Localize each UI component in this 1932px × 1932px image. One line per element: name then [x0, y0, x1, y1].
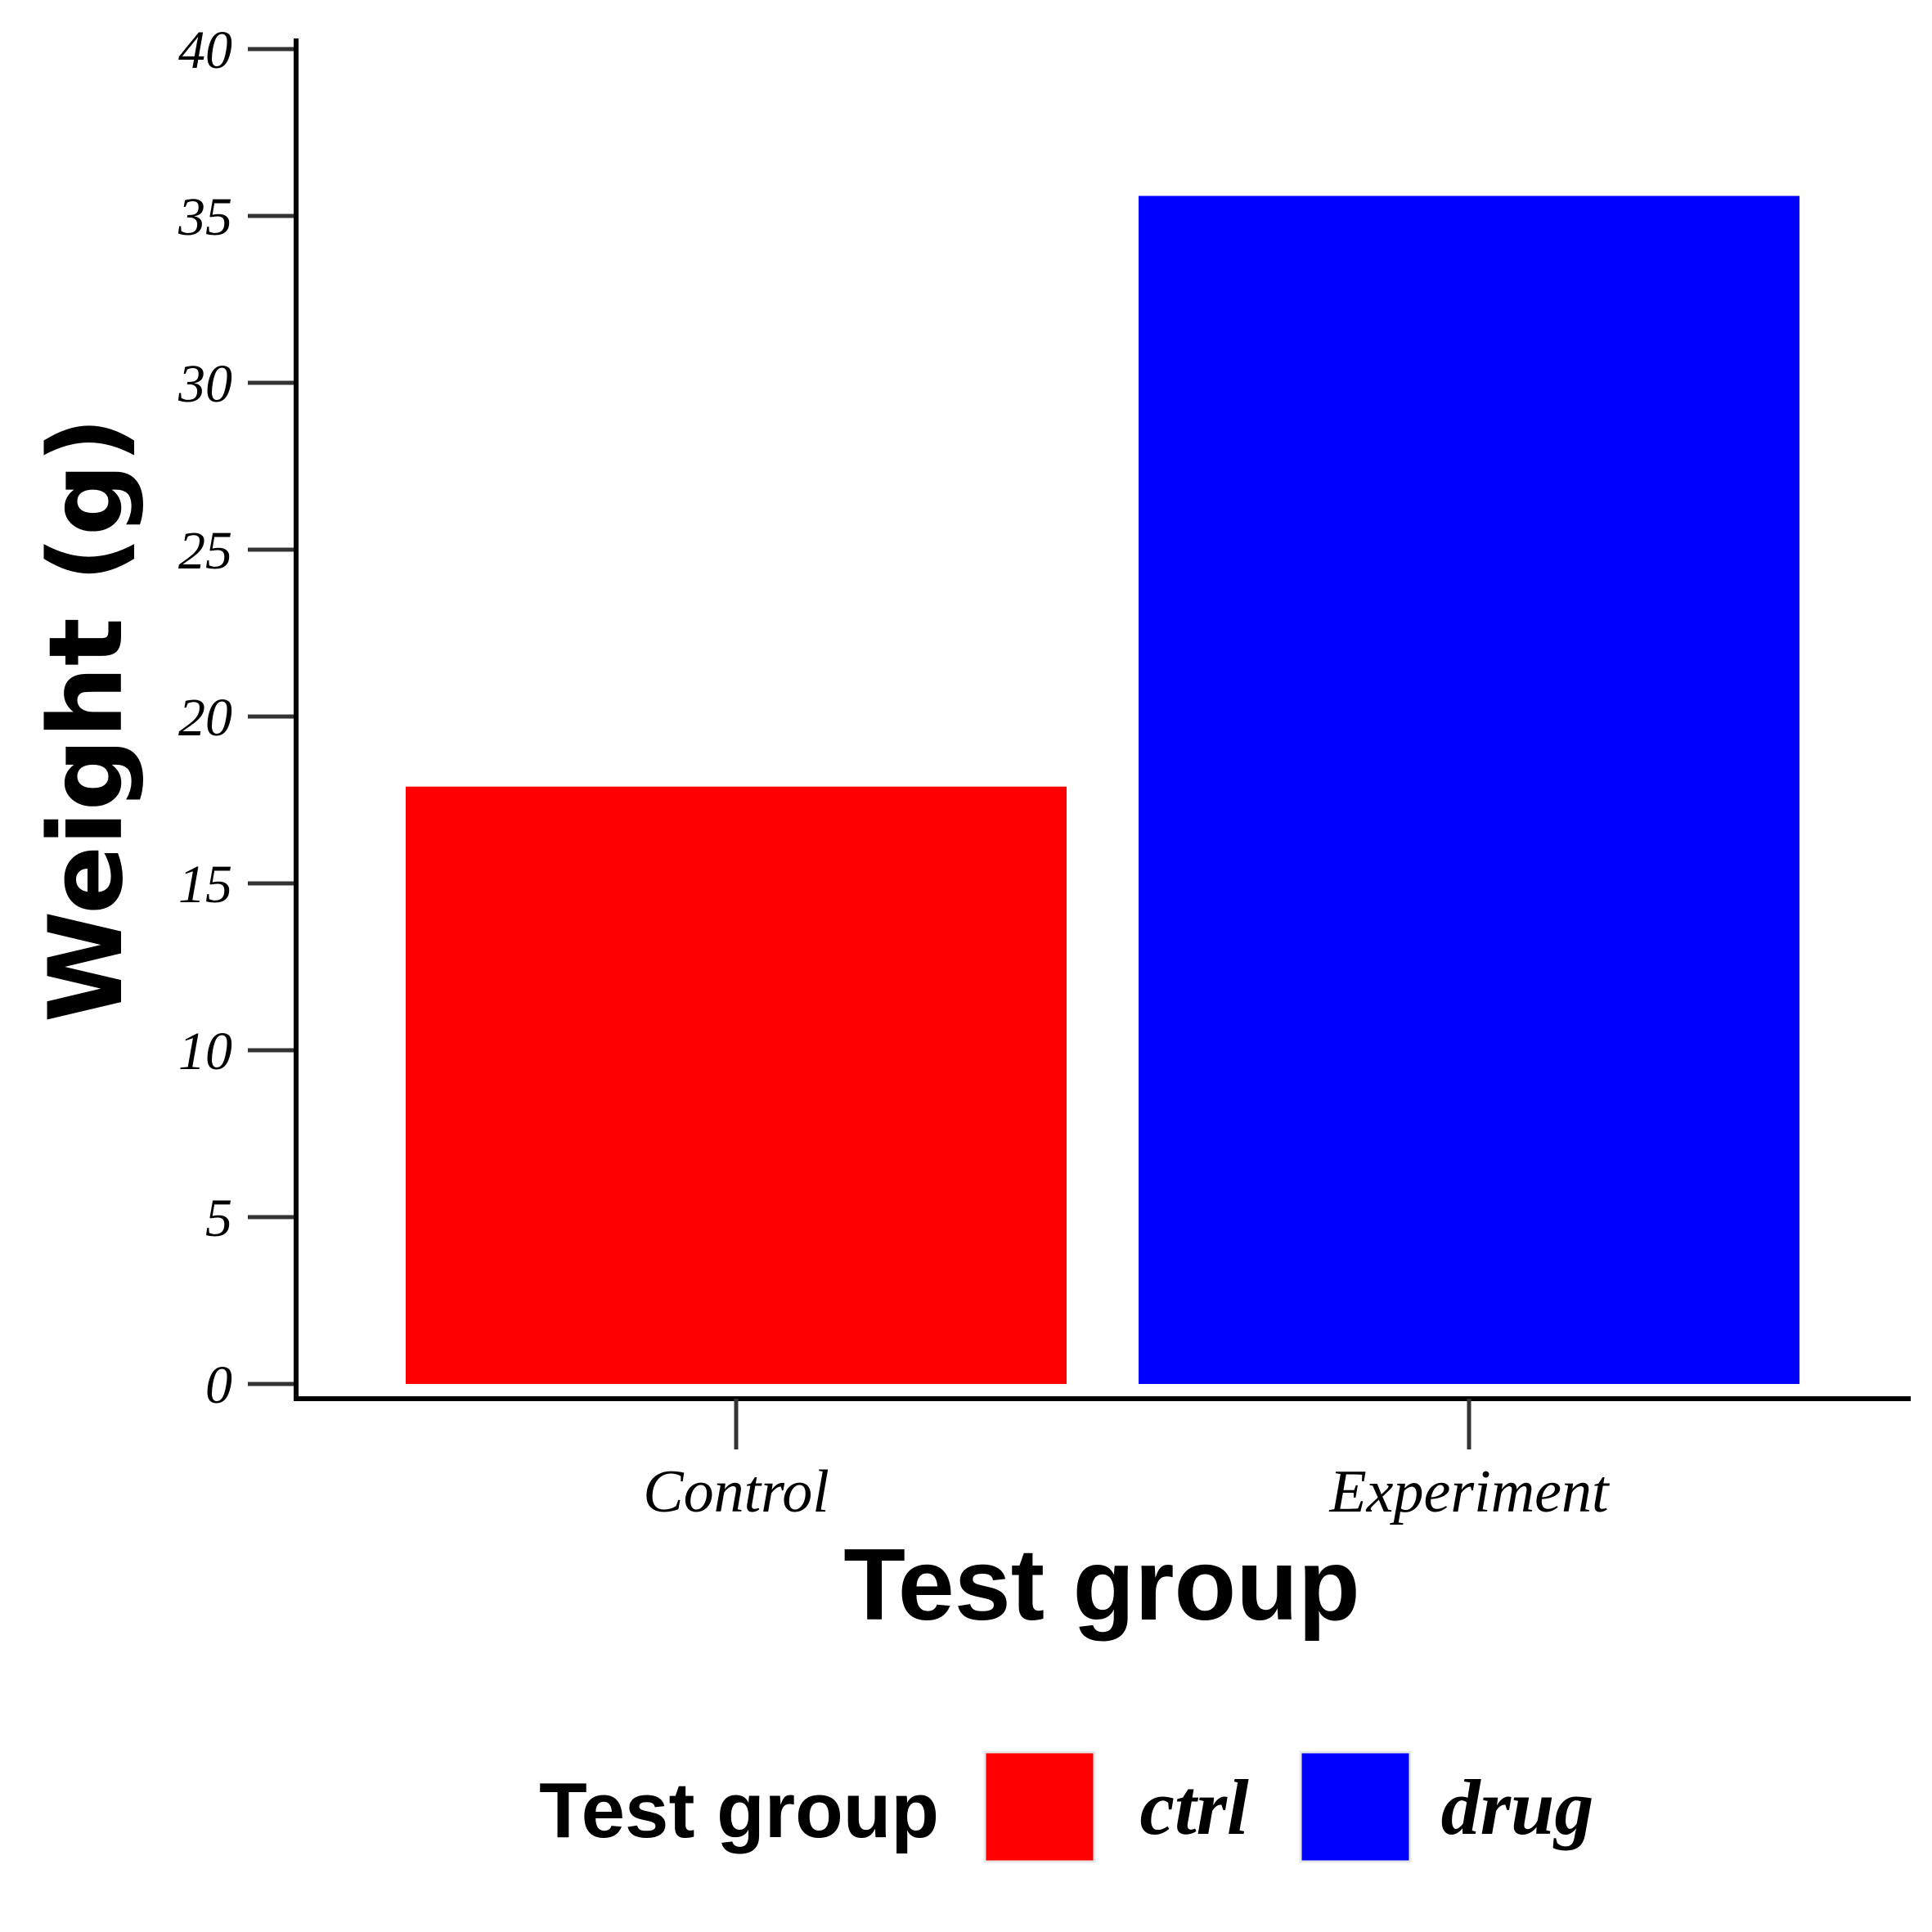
legend-label-ctrl: ctrl: [1139, 1764, 1249, 1851]
y-tick-label: 0: [205, 1355, 232, 1415]
y-tick-label: 35: [177, 187, 232, 247]
legend: Test group ctrl drug: [539, 1750, 1594, 1863]
y-tick-label: 30: [177, 354, 232, 414]
y-tick-label: 5: [205, 1188, 232, 1248]
legend-title: Test group: [539, 1767, 939, 1854]
y-tick-label: 25: [178, 521, 232, 581]
x-tick-label: Experiment: [1328, 1458, 1611, 1525]
y-tick-label: 10: [178, 1022, 232, 1081]
y-axis-title: Weight (g): [28, 417, 146, 1023]
bars: [406, 195, 1799, 1384]
x-axis-ticks: Control Experiment: [643, 1399, 1611, 1525]
y-tick-label: 40: [178, 20, 232, 80]
y-tick-label: 20: [178, 688, 232, 748]
x-tick-label: Control: [643, 1458, 829, 1525]
bar-experiment: [1139, 195, 1799, 1384]
bar-control: [406, 786, 1067, 1384]
legend-label-drug: drug: [1441, 1764, 1594, 1851]
x-axis-title: Test group: [843, 1529, 1359, 1642]
legend-swatch-ctrl: [983, 1750, 1096, 1863]
legend-swatch-drug: [1299, 1750, 1412, 1863]
y-axis-ticks: 0 5 10 15 20 25 30 35 40: [177, 20, 296, 1415]
legend-entries: ctrl drug: [983, 1750, 1594, 1863]
y-tick-label: 15: [178, 855, 232, 914]
